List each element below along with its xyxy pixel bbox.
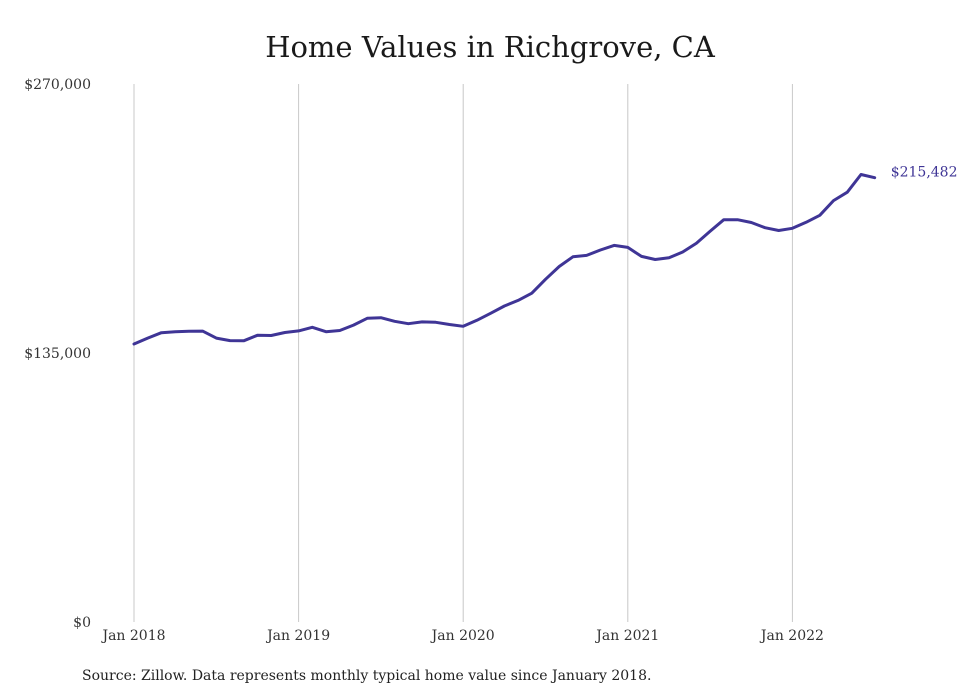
vertical-gridlines [133,84,793,622]
end-label-layer: $215,482 [891,165,958,181]
x-tick-label-1: Jan 2019 [265,628,330,644]
x-tick-label-3: Jan 2021 [594,628,659,644]
y-tick-label-1: $135,000 [24,346,91,362]
source-note: Source: Zillow. Data represents monthly … [82,668,652,684]
series-line-0 [132,173,877,346]
y-tick-label-0: $0 [73,615,91,631]
y-tick-label-2: $270,000 [24,77,91,93]
x-tick-label-4: Jan 2022 [759,628,824,644]
end-value-label: $215,482 [891,165,958,181]
y-axis-tick-labels: $0 $135,000 $270,000 [24,77,91,631]
x-axis-tick-labels: Jan 2018 Jan 2019 Jan 2020 Jan 2021 Jan 2022 [100,628,823,644]
series-layer [132,173,877,346]
chart-title: Home Values in Richgrove, CA [265,30,715,64]
x-tick-label-2: Jan 2020 [430,628,495,644]
x-tick-label-0: Jan 2018 [100,628,165,644]
